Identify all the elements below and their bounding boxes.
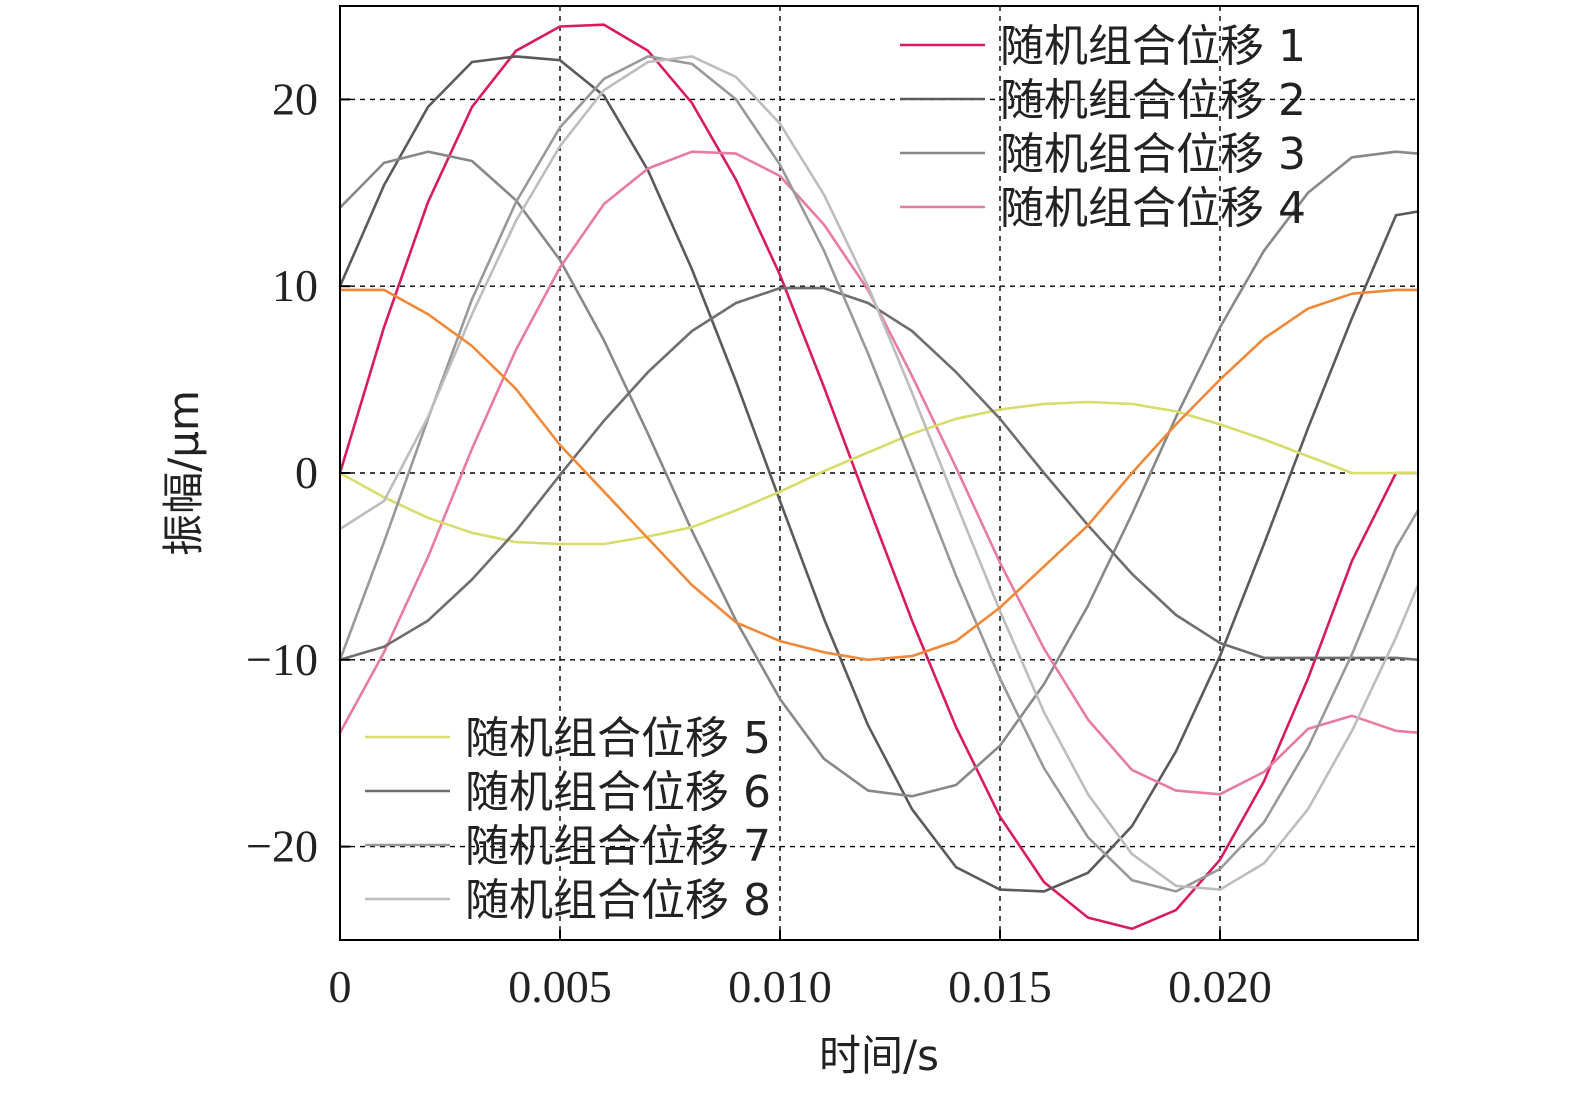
series-layer xyxy=(338,23,1420,931)
x-tick-label: 0 xyxy=(329,961,352,1012)
y-tick-label: −20 xyxy=(246,821,318,872)
x-tick-label: 0.010 xyxy=(728,961,832,1012)
legend-label: 随机组合位移 3 xyxy=(1000,129,1306,180)
legend-label: 随机组合位移 7 xyxy=(465,821,771,872)
series-line-8 xyxy=(338,55,1420,891)
y-axis-title: 振幅/μm xyxy=(159,390,208,556)
legend-label: 随机组合位移 2 xyxy=(1000,75,1306,126)
y-tick-label: 0 xyxy=(295,447,318,498)
x-tick-label: 0.020 xyxy=(1168,961,1272,1012)
legend-label: 随机组合位移 5 xyxy=(465,713,771,764)
x-tick-label: 0.005 xyxy=(508,961,612,1012)
series-line-2 xyxy=(338,55,1420,893)
x-tick-label: 0.015 xyxy=(948,961,1052,1012)
series-line-6 xyxy=(338,286,1420,662)
legend-label: 随机组合位移 1 xyxy=(1000,21,1306,72)
series-line-overlay xyxy=(338,288,1420,662)
series-line-4 xyxy=(338,150,1420,796)
y-tick-label: −10 xyxy=(246,634,318,685)
legend-label: 随机组合位移 8 xyxy=(465,875,771,926)
series-line-7 xyxy=(338,55,1420,893)
legend-label: 随机组合位移 4 xyxy=(1000,183,1306,234)
y-tick-label: 20 xyxy=(272,73,318,124)
series-line-5 xyxy=(338,400,1420,546)
y-tick-label: 10 xyxy=(272,260,318,311)
tick-layer: 0 0.005 0.010 0.015 0.020 −20 −10 0 10 20 xyxy=(246,73,1272,1012)
x-axis-title: 时间/s xyxy=(819,1031,939,1080)
series-line-1 xyxy=(338,23,1420,931)
legend-label: 随机组合位移 6 xyxy=(465,767,771,818)
